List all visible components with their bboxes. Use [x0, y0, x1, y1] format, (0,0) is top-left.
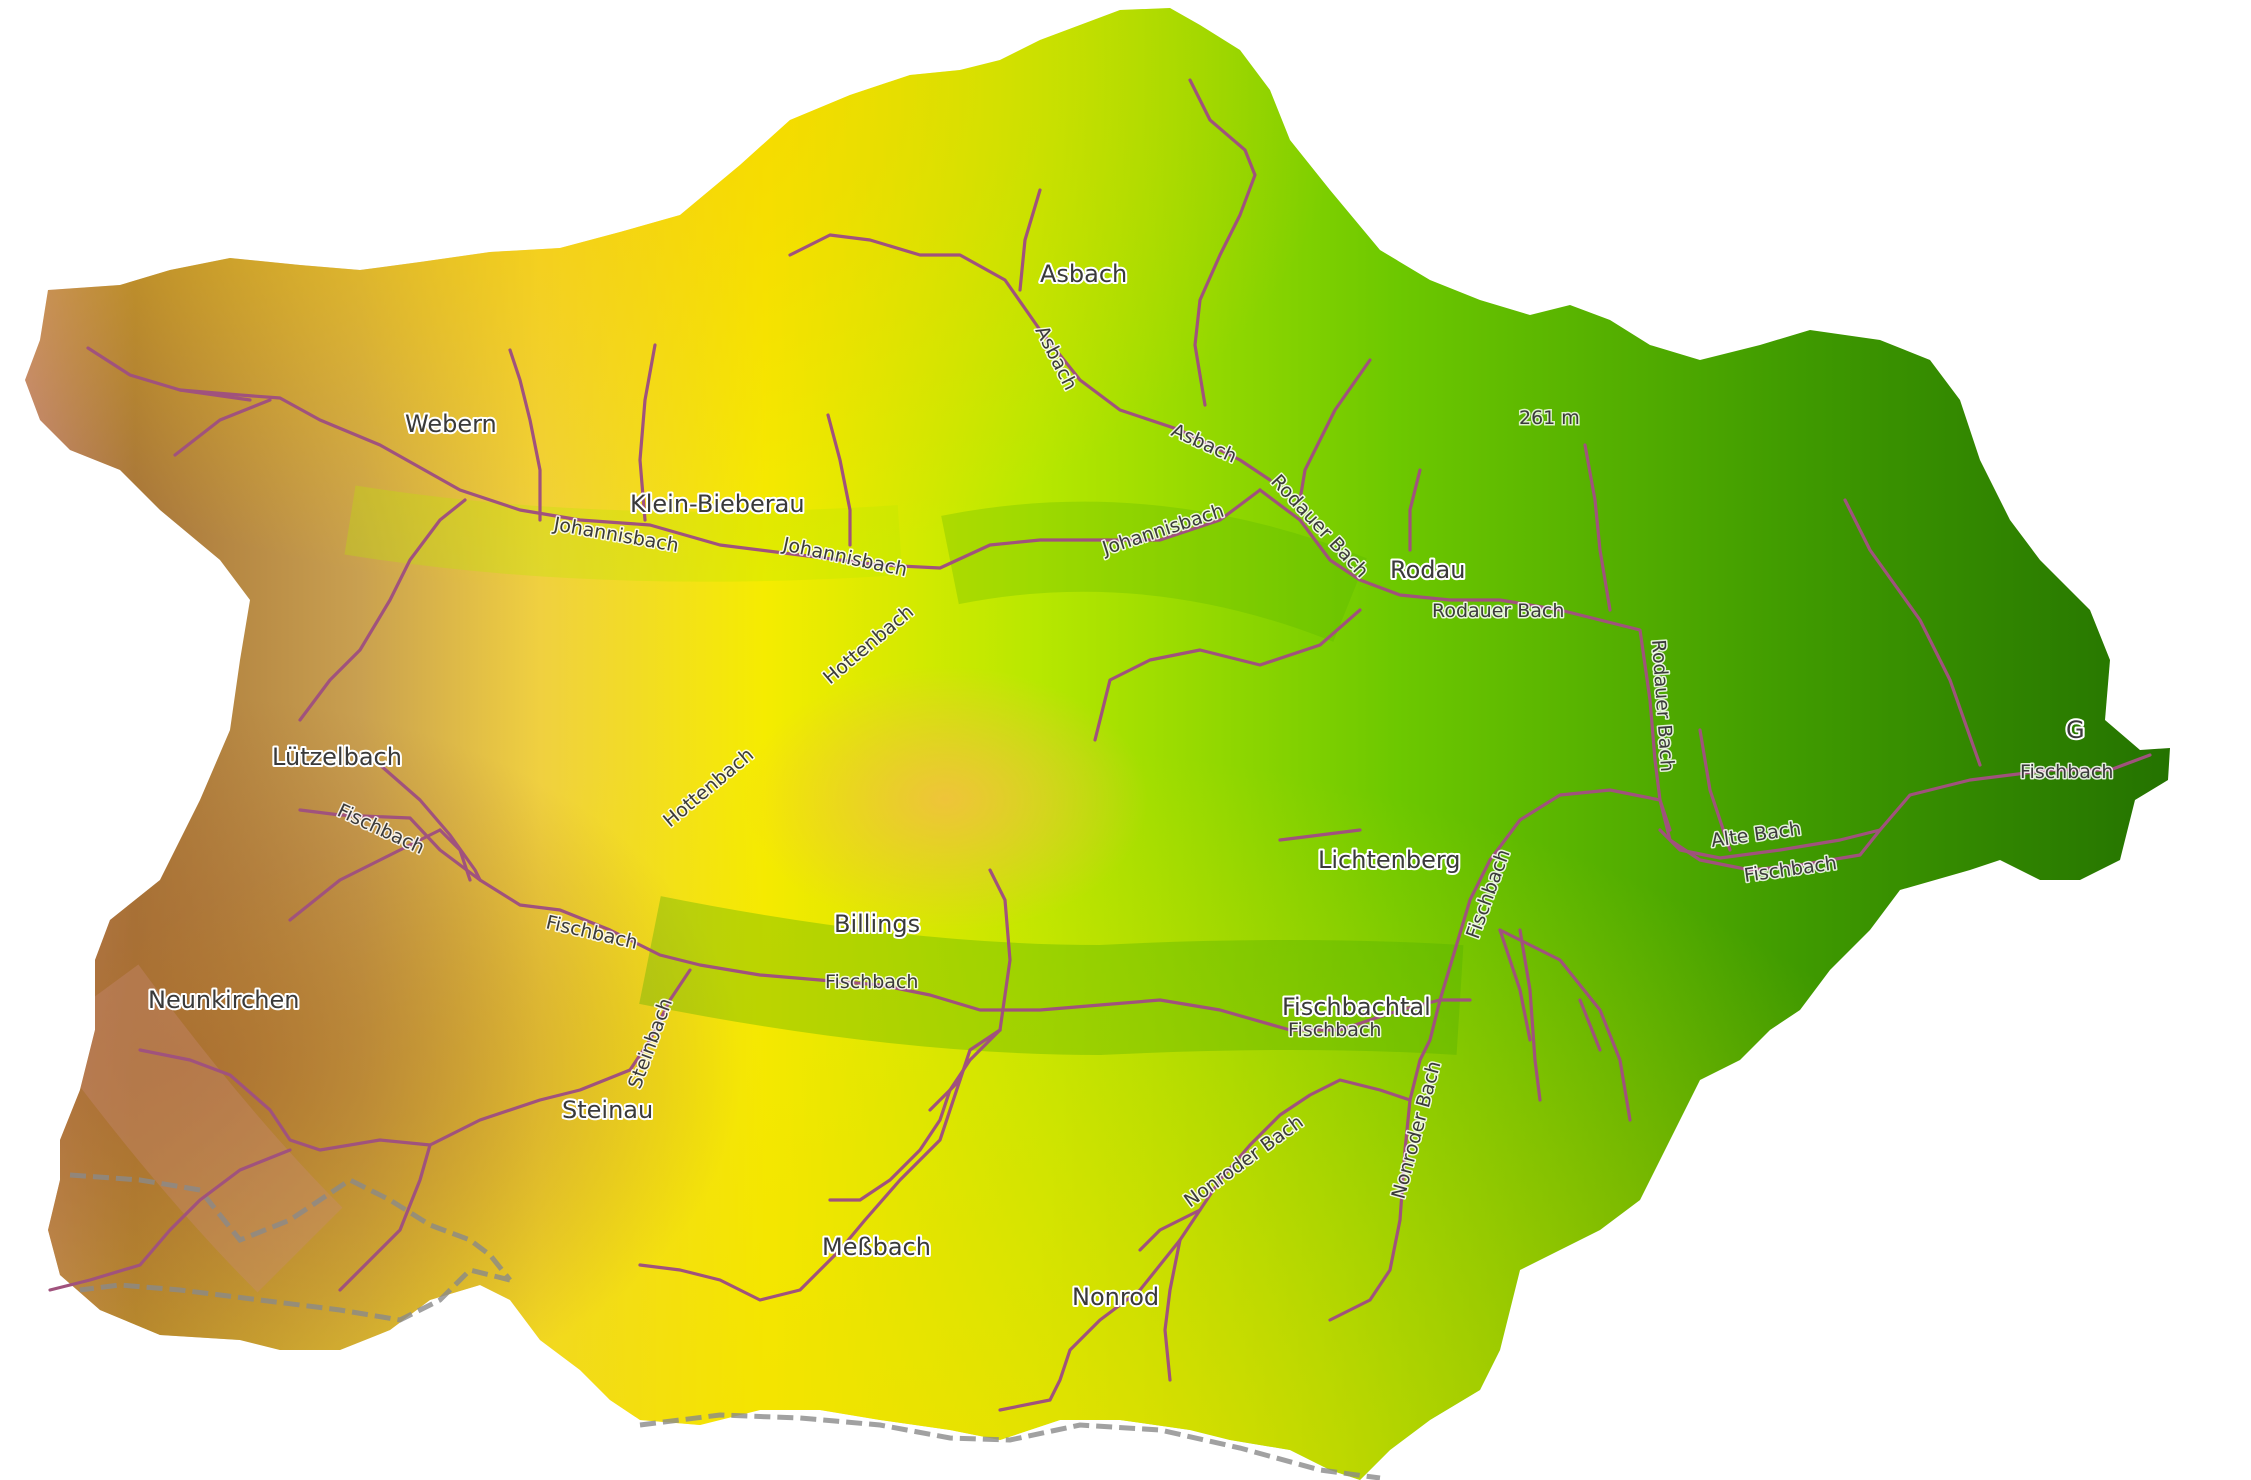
place-label-neunkirchen: Neunkirchen	[148, 986, 299, 1014]
river-label-fischbach-3: Fischbach	[825, 971, 918, 993]
place-label-rodau: Rodau	[1390, 556, 1465, 584]
place-label-fischbachtal: Fischbachtal	[1282, 993, 1431, 1021]
place-label-lutzelbach: Lützelbach	[272, 743, 402, 771]
place-label-klein-bieberau: Klein-Bieberau	[630, 490, 805, 518]
place-label-webern: Webern	[405, 410, 497, 438]
place-label-g: G	[2066, 716, 2085, 744]
border-line	[69, 1172, 512, 1323]
peak-elevation-label: 261 m	[1519, 407, 1580, 429]
place-label-asbach: Asbach	[1040, 260, 1127, 288]
place-label-messbach: Meßbach	[822, 1233, 931, 1261]
place-label-steinau: Steinau	[562, 1096, 653, 1124]
place-label-lichtenberg: Lichtenberg	[1318, 846, 1461, 874]
river-network	[48, 78, 2152, 1412]
border-line-south	[639, 1412, 1381, 1480]
river-label-fischbach-7: Fischbach	[2020, 761, 2113, 783]
river-label-rodauer-bach-2: Rodauer Bach	[1432, 600, 1564, 622]
place-label-nonrod: Nonrod	[1072, 1283, 1159, 1311]
place-label-billings: Billings	[834, 910, 920, 938]
river-label-fischbach-4: Fischbach	[1288, 1019, 1381, 1041]
place-labels: Asbach Webern Klein-Bieberau Rodau Lütze…	[146, 258, 2087, 1313]
